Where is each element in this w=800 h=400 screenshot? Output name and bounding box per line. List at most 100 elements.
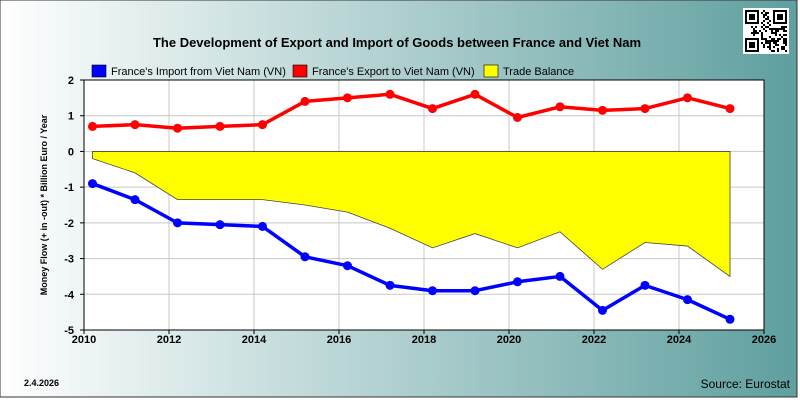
qr-module — [763, 14, 765, 16]
data-point — [555, 102, 565, 112]
x-tick-label: 2018 — [412, 334, 436, 346]
qr-module — [785, 30, 787, 32]
qr-module — [753, 30, 755, 32]
qr-module — [779, 38, 781, 40]
qr-module — [757, 32, 759, 34]
qr-module — [761, 38, 763, 40]
qr-module — [763, 24, 765, 26]
qr-module — [777, 28, 779, 30]
qr-module — [783, 30, 785, 32]
data-point — [555, 271, 565, 281]
qr-module — [765, 12, 767, 14]
qr-module — [775, 28, 777, 30]
data-point — [385, 280, 395, 290]
qr-module — [771, 32, 773, 34]
data-point — [215, 121, 225, 131]
y-tick-label: -3 — [64, 254, 74, 266]
qr-module — [783, 46, 785, 48]
qr-module — [765, 38, 767, 40]
data-point — [598, 105, 607, 115]
qr-module — [779, 34, 781, 36]
qr-module — [777, 30, 779, 32]
qr-module — [751, 26, 753, 28]
data-point — [598, 305, 607, 315]
qr-module — [763, 10, 765, 12]
x-tick-label: 2014 — [242, 334, 267, 346]
qr-module — [767, 42, 769, 44]
qr-module — [753, 28, 755, 30]
qr-module — [765, 26, 767, 28]
qr-module — [765, 18, 767, 20]
qr-module — [755, 32, 757, 34]
y-axis: 2 1 0 -1 -2 -3 -4 -5 — [64, 75, 84, 337]
qr-module — [767, 22, 769, 24]
qr-module — [771, 30, 773, 32]
qr-module — [765, 40, 767, 42]
qr-module — [773, 42, 775, 44]
qr-module — [771, 38, 773, 40]
qr-module — [779, 28, 781, 30]
qr-module — [753, 32, 755, 34]
data-point — [470, 89, 480, 99]
date-stamp: 2.4.2026 — [24, 378, 59, 388]
data-point — [215, 220, 225, 230]
qr-module — [769, 28, 771, 30]
y-tick-label: -1 — [64, 182, 74, 194]
series-line-import — [91, 181, 731, 321]
qr-module — [785, 42, 787, 44]
data-point — [683, 295, 692, 305]
qr-module — [761, 32, 763, 34]
legend: France's Import from Viet Nam (VN) France… — [91, 64, 574, 78]
x-tick-label: 2024 — [667, 334, 692, 346]
qr-module — [763, 38, 765, 40]
legend-label: France's Import from Viet Nam (VN) — [111, 66, 286, 78]
qr-module — [777, 44, 779, 46]
qr-finder — [749, 14, 755, 20]
data-point — [428, 104, 437, 114]
qr-module — [775, 30, 777, 32]
qr-module — [783, 34, 785, 36]
legend-swatch — [292, 64, 308, 78]
legend-label: Trade Balance — [503, 66, 574, 78]
data-point — [640, 104, 650, 114]
qr-module — [763, 16, 765, 18]
qr-module — [775, 42, 777, 44]
x-tick-label: 2012 — [157, 334, 181, 346]
data-point — [725, 314, 735, 324]
qr-module — [767, 46, 769, 48]
legend-swatch — [483, 64, 499, 78]
qr-module — [769, 20, 771, 22]
qr-module — [785, 44, 787, 46]
qr-finder — [777, 14, 783, 20]
qr-module — [777, 50, 779, 52]
qr-module — [769, 46, 771, 48]
qr-module — [769, 42, 771, 44]
qr-module — [763, 46, 765, 48]
qr-module — [769, 36, 771, 38]
qr-module — [761, 12, 763, 14]
x-tick-label: 2016 — [327, 334, 351, 346]
qr-finder — [749, 42, 755, 48]
data-point — [173, 123, 182, 133]
data-point — [513, 277, 522, 287]
data-point — [300, 252, 310, 262]
qr-module — [777, 48, 779, 50]
qr-module — [763, 28, 765, 30]
chart-title: The Development of Export and Import of … — [153, 35, 641, 50]
y-tick-label: 0 — [68, 146, 74, 158]
y-tick-label: 1 — [68, 111, 74, 123]
trade-balance-area — [92, 151, 731, 278]
qr-module — [769, 44, 771, 46]
qr-module — [773, 46, 775, 48]
x-tick-label: 2022 — [582, 334, 606, 346]
y-axis-label: Money Flow (+ in -out) * Billion Euro / … — [39, 114, 49, 295]
qr-module — [775, 34, 777, 36]
qr-module — [767, 26, 769, 28]
series-line-export — [92, 92, 731, 130]
qr-module — [769, 48, 771, 50]
data-point — [173, 218, 182, 228]
data-point — [88, 179, 97, 189]
qr-module — [769, 24, 771, 26]
qr-module — [767, 12, 769, 14]
qr-module — [751, 32, 753, 34]
